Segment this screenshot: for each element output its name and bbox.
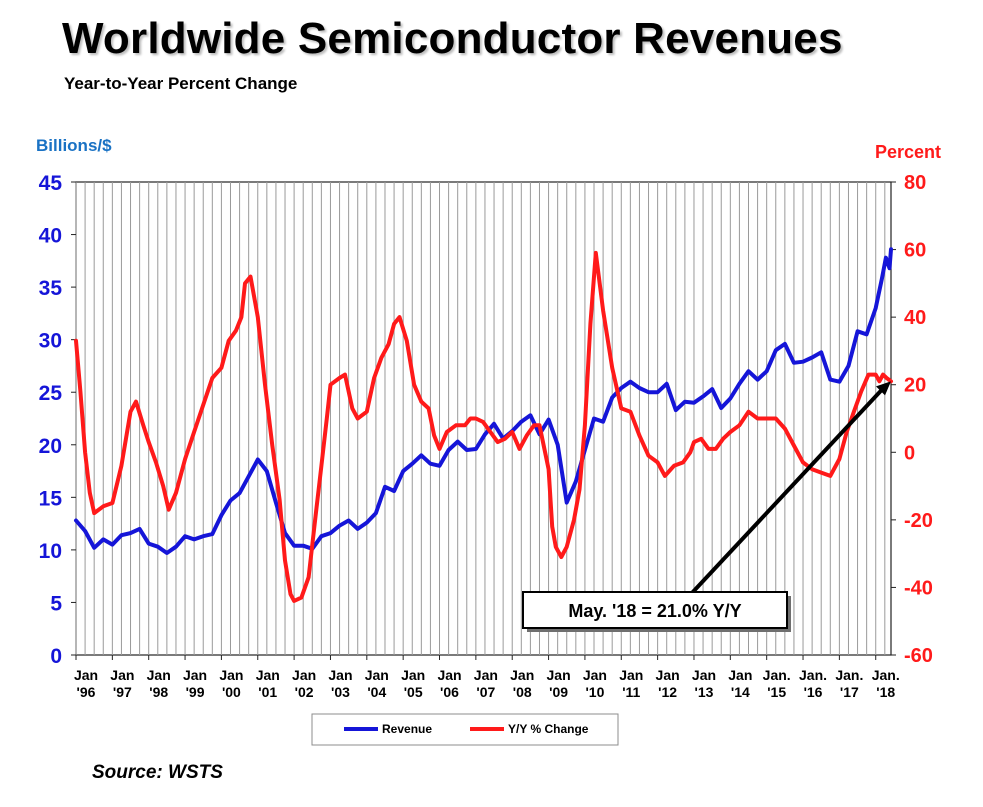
left-tick-label: 30	[39, 330, 62, 353]
x-tick-label-year: '12	[658, 684, 677, 700]
x-tick-label-year: '01	[258, 684, 277, 700]
right-tick-label: 40	[904, 307, 926, 329]
right-tick-label: -20	[904, 510, 933, 532]
right-tick-label: -60	[904, 645, 933, 667]
x-tick-label-month: Jan	[583, 667, 607, 683]
x-tick-label-year: '05	[404, 684, 423, 700]
x-tick-label-year: '97	[113, 684, 132, 700]
x-tick-label-year: '08	[513, 684, 532, 700]
left-axis-label: Billions/$	[36, 136, 112, 155]
x-tick-label-month: Jan	[328, 667, 352, 683]
x-tick-label-year: '96	[77, 684, 96, 700]
x-tick-label-year: '07	[476, 684, 495, 700]
x-tick-label-month: Jan	[728, 667, 752, 683]
x-tick-label-year: '06	[440, 684, 459, 700]
x-tick-label-year: '17	[840, 684, 859, 700]
left-tick-label: 15	[39, 487, 63, 510]
x-tick-label-month: Jan	[656, 667, 680, 683]
annotation-arrowhead	[876, 381, 891, 396]
x-tick-label-year: '98	[149, 684, 168, 700]
x-tick-label-month: Jan	[147, 667, 171, 683]
source-note: Source: WSTS	[92, 762, 223, 783]
left-tick-label: 35	[39, 277, 63, 300]
series-line-revenue	[74, 247, 893, 555]
annotation-arrow-line	[689, 384, 887, 596]
chart-subtitle: Year-to-Year Percent Change	[64, 74, 298, 93]
x-tick-label-month: Jan	[619, 667, 643, 683]
right-tick-label: 80	[904, 172, 926, 194]
x-tick-label-year: '10	[585, 684, 604, 700]
x-tick-label-month: Jan	[74, 667, 98, 683]
right-tick-label: 0	[904, 442, 915, 464]
left-tick-label: 25	[39, 382, 63, 405]
x-tick-label-year: '09	[549, 684, 568, 700]
x-tick-label-month: Jan	[110, 667, 134, 683]
x-tick-label-month: Jan.	[835, 667, 863, 683]
x-tick-label-year: '04	[367, 684, 386, 700]
left-tick-label: 40	[39, 225, 62, 248]
x-tick-label-month: Jan	[365, 667, 389, 683]
x-tick-label-year: '14	[731, 684, 750, 700]
annotation-text: May. '18 = 21.0% Y/Y	[568, 601, 741, 621]
x-tick-label-month: Jan	[401, 667, 425, 683]
left-tick-label: 10	[39, 540, 62, 563]
x-tick-label-year: '02	[295, 684, 314, 700]
x-tick-label-month: Jan	[437, 667, 461, 683]
x-tick-label-month: Jan.	[799, 667, 827, 683]
x-tick-label-month: Jan	[219, 667, 243, 683]
x-tick-label-year: '15	[767, 684, 786, 700]
x-tick-label-year: '99	[186, 684, 205, 700]
annotation-box	[522, 591, 788, 629]
x-tick-label-month: Jan	[256, 667, 280, 683]
x-tick-label-month: Jan	[183, 667, 207, 683]
chart-title: Worldwide Semiconductor Revenues	[62, 14, 843, 63]
x-tick-label-month: Jan.	[763, 667, 791, 683]
left-tick-label: 20	[39, 435, 62, 458]
x-tick-label-year: '16	[804, 684, 823, 700]
x-tick-label-year: '18	[876, 684, 895, 700]
left-tick-label: 45	[39, 172, 63, 195]
right-tick-label: 20	[904, 375, 926, 397]
legend-label: Revenue	[382, 722, 432, 736]
legend-label: Y/Y % Change	[508, 722, 589, 736]
x-tick-label-year: '13	[695, 684, 714, 700]
left-tick-label: 5	[50, 592, 62, 615]
x-tick-label-year: '03	[331, 684, 350, 700]
x-tick-label-month: Jan.	[872, 667, 900, 683]
x-tick-label-month: Jan	[510, 667, 534, 683]
right-tick-label: -40	[904, 577, 933, 599]
right-tick-label: 60	[904, 240, 926, 262]
left-tick-label: 0	[50, 645, 62, 668]
x-tick-label-year: '00	[222, 684, 241, 700]
x-tick-label-month: Jan	[292, 667, 316, 683]
x-tick-label-year: '11	[622, 684, 640, 700]
x-tick-label-month: Jan	[474, 667, 498, 683]
x-tick-label-month: Jan	[547, 667, 571, 683]
x-tick-label-month: Jan	[692, 667, 716, 683]
series-line-y-y-change	[74, 250, 893, 603]
right-axis-label: Percent	[875, 142, 941, 162]
